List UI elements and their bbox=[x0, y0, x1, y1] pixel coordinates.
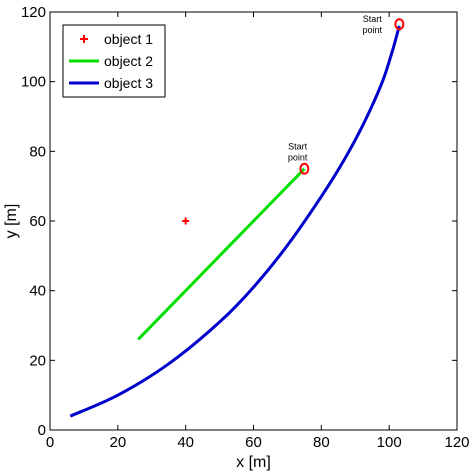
x-axis-label: x [m] bbox=[236, 454, 271, 471]
start-point-object-2-label-line: point bbox=[288, 152, 308, 162]
legend: object 1 object 2 object 3 bbox=[62, 24, 166, 98]
start-point-object-2-label-line: Start bbox=[288, 141, 308, 151]
object-2-line bbox=[137, 167, 306, 341]
object-1-marker bbox=[182, 217, 190, 225]
y-tick-label: 40 bbox=[29, 283, 46, 300]
legend-object-2-label: object 2 bbox=[104, 53, 153, 69]
x-tick-label: 120 bbox=[444, 434, 469, 451]
start-point-object-2-marker bbox=[299, 162, 310, 175]
y-tick-label: 60 bbox=[29, 213, 46, 230]
start-point-object-3-marker bbox=[394, 18, 405, 31]
x-tick-label: 0 bbox=[46, 434, 54, 451]
x-tick-label: 80 bbox=[313, 434, 330, 451]
x-tick-label: 100 bbox=[377, 434, 402, 451]
y-tick-label: 80 bbox=[29, 143, 46, 160]
tick-layer: 0 20 40 60 80 100 120 0 20 40 60 80 100 120 bbox=[21, 4, 470, 451]
start-point-object-2-label: Start point bbox=[288, 141, 308, 162]
x-tick-label: 60 bbox=[245, 434, 262, 451]
legend-object-1-label: object 1 bbox=[104, 31, 153, 47]
y-tick-label: 120 bbox=[21, 4, 46, 21]
y-axis-label: y [m] bbox=[3, 204, 20, 239]
x-tick-label: 20 bbox=[109, 434, 126, 451]
object-3-line bbox=[69, 25, 401, 418]
legend-object-3-label: object 3 bbox=[104, 75, 153, 91]
start-point-object-3-label-line: point bbox=[362, 25, 382, 35]
y-tick-label: 20 bbox=[29, 352, 46, 369]
y-tick-label: 0 bbox=[38, 422, 46, 439]
start-point-object-3-label: Start point bbox=[362, 14, 382, 35]
x-tick-label: 40 bbox=[177, 434, 194, 451]
start-point-object-3-label-line: Start bbox=[363, 14, 383, 24]
y-tick-label: 100 bbox=[21, 74, 46, 91]
series-layer bbox=[69, 25, 401, 418]
